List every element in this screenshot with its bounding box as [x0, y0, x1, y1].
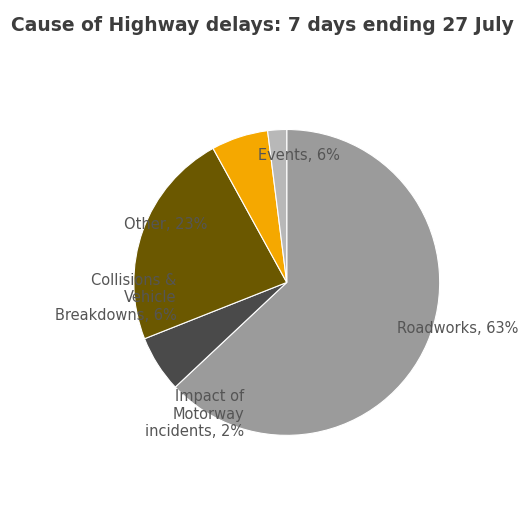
- Wedge shape: [134, 149, 287, 339]
- Wedge shape: [175, 130, 440, 435]
- Text: Impact of
Motorway
incidents, 2%: Impact of Motorway incidents, 2%: [145, 390, 244, 439]
- Wedge shape: [144, 282, 287, 387]
- Text: Other, 23%: Other, 23%: [124, 217, 207, 232]
- Text: Events, 6%: Events, 6%: [258, 148, 340, 163]
- Text: Roadworks, 63%: Roadworks, 63%: [397, 321, 518, 336]
- Text: Collisions &
Vehicle
Breakdowns, 6%: Collisions & Vehicle Breakdowns, 6%: [55, 273, 177, 323]
- Wedge shape: [213, 131, 287, 282]
- Wedge shape: [268, 130, 287, 282]
- Text: Cause of Highway delays: 7 days ending 27 July: Cause of Highway delays: 7 days ending 2…: [11, 16, 513, 35]
